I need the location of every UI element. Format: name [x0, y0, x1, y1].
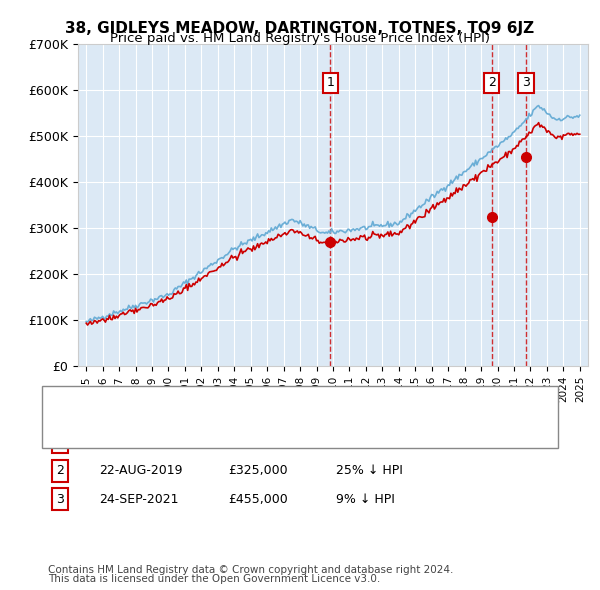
Text: 38, GIDLEYS MEADOW, DARTINGTON, TOTNES, TQ9 6JZ (detached house): 38, GIDLEYS MEADOW, DARTINGTON, TOTNES, …: [97, 396, 507, 406]
Text: 9% ↓ HPI: 9% ↓ HPI: [336, 493, 395, 506]
Text: HPI: Average price, detached house, South Hams: HPI: Average price, detached house, Sout…: [97, 420, 371, 430]
Text: 3: 3: [56, 493, 64, 506]
Text: £455,000: £455,000: [228, 493, 288, 506]
Text: 24-SEP-2021: 24-SEP-2021: [99, 493, 179, 506]
Text: 04-NOV-2009: 04-NOV-2009: [99, 436, 182, 449]
Text: 22-AUG-2019: 22-AUG-2019: [99, 464, 182, 477]
Text: £325,000: £325,000: [228, 464, 287, 477]
Text: This data is licensed under the Open Government Licence v3.0.: This data is licensed under the Open Gov…: [48, 574, 380, 584]
Text: Contains HM Land Registry data © Crown copyright and database right 2024.: Contains HM Land Registry data © Crown c…: [48, 565, 454, 575]
Text: £269,500: £269,500: [228, 436, 287, 449]
Text: Price paid vs. HM Land Registry's House Price Index (HPI): Price paid vs. HM Land Registry's House …: [110, 32, 490, 45]
Text: 1: 1: [326, 76, 334, 89]
Text: 2: 2: [56, 464, 64, 477]
Text: 24% ↓ HPI: 24% ↓ HPI: [336, 436, 403, 449]
Text: 1: 1: [56, 436, 64, 449]
Text: 2: 2: [488, 76, 496, 89]
Text: 25% ↓ HPI: 25% ↓ HPI: [336, 464, 403, 477]
Text: 38, GIDLEYS MEADOW, DARTINGTON, TOTNES, TQ9 6JZ: 38, GIDLEYS MEADOW, DARTINGTON, TOTNES, …: [65, 21, 535, 35]
Text: 3: 3: [522, 76, 530, 89]
